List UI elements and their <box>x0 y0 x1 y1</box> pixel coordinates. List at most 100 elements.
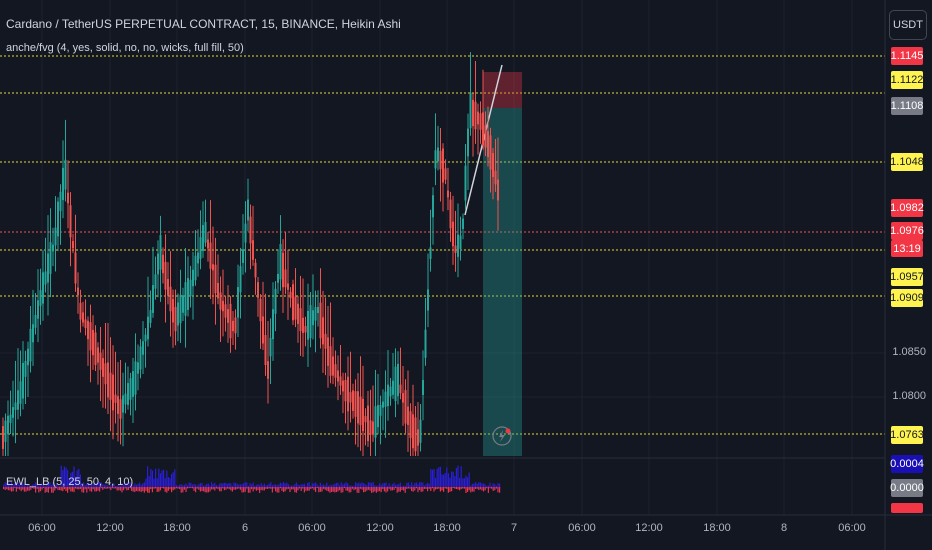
oscillator-bar <box>307 482 309 487</box>
oscillator-bar <box>409 485 411 487</box>
oscillator-bar <box>55 487 57 489</box>
time-axis-label: 06:00 <box>568 522 596 534</box>
oscillator-bar <box>359 487 361 489</box>
candle-body <box>232 320 234 332</box>
candle-body <box>249 216 252 244</box>
candle-body <box>87 320 89 340</box>
oscillator-bar <box>164 478 166 487</box>
oscillator-bar <box>403 487 405 491</box>
oscillator-legend[interactable]: EWL_LB (5, 25, 50, 4, 10) <box>6 476 134 488</box>
oscillator-bar <box>243 487 245 493</box>
oscillator-bar <box>41 487 43 490</box>
oscillator-bar <box>459 487 461 491</box>
candle-body <box>454 245 457 253</box>
oscillator-bar <box>167 477 169 487</box>
oscillator-bar <box>454 487 456 489</box>
oscillator-bar <box>379 487 381 492</box>
candle-body <box>429 247 432 259</box>
oscillator-bar <box>399 487 401 492</box>
oscillator-bar <box>44 485 46 487</box>
oscillator-bar <box>491 485 493 487</box>
oscillator-bar <box>54 487 56 491</box>
oscillator-bar <box>211 482 213 487</box>
oscillator-bar <box>60 465 62 487</box>
candle-body <box>164 261 167 290</box>
oscillator-bar <box>292 487 294 490</box>
oscillator-bar <box>156 487 158 492</box>
oscillator-bar <box>348 487 350 493</box>
oscillator-bar <box>372 487 374 493</box>
oscillator-bar <box>310 487 312 489</box>
oscillator-bar <box>473 483 475 487</box>
oscillator-bar <box>60 487 62 491</box>
candle-body <box>69 205 72 238</box>
currency-button[interactable]: USDT <box>889 10 927 40</box>
oscillator-bar <box>260 483 262 487</box>
oscillator-bar <box>238 484 240 487</box>
candle-body <box>67 192 69 204</box>
oscillator-bar <box>284 483 286 487</box>
oscillator-bar <box>9 487 11 491</box>
oscillator-bar <box>380 487 382 493</box>
oscillator-bar <box>316 487 318 489</box>
oscillator-bar <box>169 487 171 490</box>
oscillator-bar <box>223 482 225 487</box>
oscillator-bar <box>438 467 440 487</box>
oscillator-bar <box>449 477 451 487</box>
oscillator-bar <box>225 487 227 490</box>
oscillator-bar <box>227 487 229 489</box>
oscillator-bar <box>343 483 345 487</box>
oscillator-bar <box>247 487 249 493</box>
oscillator-bar <box>401 485 403 487</box>
oscillator-bar <box>411 487 413 492</box>
lightning-icon[interactable] <box>492 426 512 446</box>
oscillator-bar <box>444 487 446 489</box>
oscillator-bar <box>422 482 424 487</box>
oscillator-bar <box>131 487 133 491</box>
oscillator-bar <box>75 476 77 487</box>
oscillator-bar <box>230 487 232 491</box>
candle-body <box>137 362 139 374</box>
oscillator-bar <box>86 487 88 493</box>
oscillator-bar <box>92 484 94 487</box>
oscillator-bar <box>33 487 35 489</box>
candle-body <box>49 242 52 274</box>
oscillator-bar <box>23 487 25 492</box>
oscillator-bar <box>217 487 219 490</box>
oscillator-bar <box>263 487 265 491</box>
oscillator-bar <box>84 487 86 490</box>
oscillator-bar <box>443 487 445 492</box>
candle-body <box>242 249 244 263</box>
oscillator-bar <box>387 487 389 492</box>
oscillator-bar <box>484 487 486 491</box>
candle-body <box>37 300 39 319</box>
oscillator-bar <box>231 487 233 492</box>
oscillator-bar <box>407 482 409 487</box>
oscillator-bar <box>124 483 126 487</box>
oscillator-bar <box>87 487 89 489</box>
candle-body <box>392 380 394 395</box>
oscillator-bar <box>180 483 182 487</box>
oscillator-bar <box>171 473 173 487</box>
oscillator-bar <box>383 487 385 492</box>
oscillator-bar <box>227 484 229 487</box>
oscillator-bar <box>342 484 344 487</box>
oscillator-bar <box>51 487 53 493</box>
oscillator-bar <box>319 482 321 487</box>
candle-body <box>32 324 34 343</box>
oscillator-bar <box>177 485 179 487</box>
symbol-title[interactable]: Cardano / TetherUS PERPETUAL CONTRACT, 1… <box>6 17 401 31</box>
oscillator-bar <box>499 487 501 493</box>
oscillator-bar <box>412 487 414 492</box>
candle-body <box>44 271 47 285</box>
candle-body <box>157 253 159 275</box>
indicator-legend[interactable]: anche/fvg (4, yes, solid, no, no, wicks,… <box>6 42 244 54</box>
oscillator-bar <box>332 484 334 487</box>
oscillator-bar <box>119 487 121 491</box>
candle-body <box>79 302 82 320</box>
oscillator-bar <box>423 487 425 489</box>
time-axis-label: 06:00 <box>838 522 866 534</box>
oscillator-bar <box>47 487 49 493</box>
oscillator-bar <box>335 482 337 487</box>
